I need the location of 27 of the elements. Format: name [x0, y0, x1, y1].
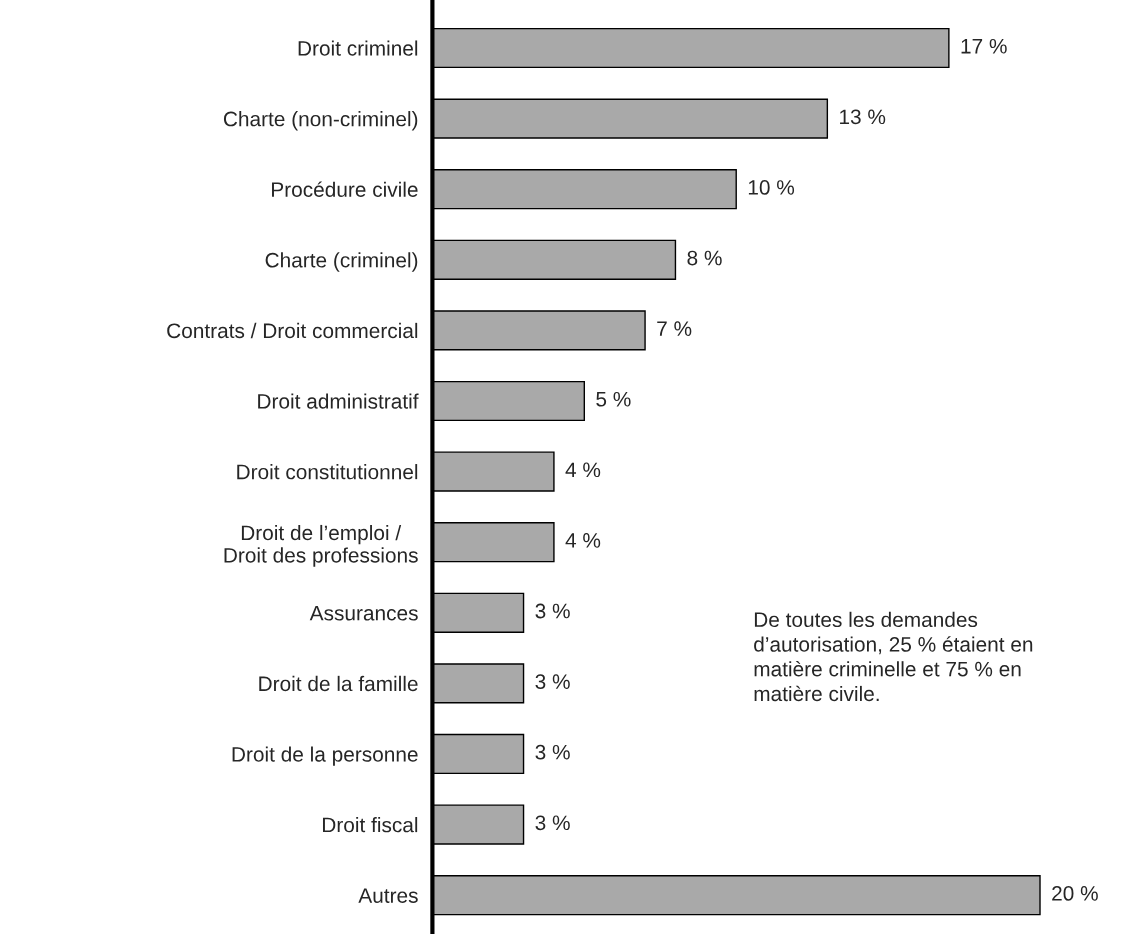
y-tick-label: Autres: [358, 888, 418, 903]
data-label: 7 %: [657, 321, 692, 336]
data-label: 4 %: [565, 533, 601, 548]
y-tick-label: Droit constitutionnel: [237, 464, 418, 480]
data-label: 20 %: [1052, 886, 1098, 901]
data-label: 3 %: [535, 744, 570, 760]
data-label: 3 %: [535, 674, 570, 689]
data-label: 3 %: [535, 815, 570, 831]
y-tick-label: Droit de la personne: [232, 746, 418, 766]
annotation: De toutes les demandes d’autorisation, 25 % étaient en matière criminelle et 75 % en matière civile.: [754, 611, 1033, 702]
y-tick-label: Assurances: [309, 606, 418, 621]
y-tick-label: Charte (criminel): [265, 252, 418, 272]
data-label: 17 %: [961, 38, 1007, 54]
data-label: 8 %: [687, 250, 722, 266]
data-label: 5 %: [596, 391, 631, 407]
y-tick-label: Droit administratif: [258, 393, 419, 409]
data-label: 13 %: [840, 109, 886, 125]
data-label: 4 %: [565, 462, 601, 478]
y-tick-label: Procédure civile: [272, 181, 418, 197]
y-tick-label: Droit de l’emploi / Droit des professions: [224, 524, 418, 567]
y-tick-label: Droit criminel: [298, 40, 418, 56]
y-tick-label: Droit de la famille: [259, 675, 418, 692]
data-label: 3 %: [535, 603, 570, 619]
data-label: 10 %: [748, 180, 795, 195]
y-tick-label: Charte (non-criminel): [223, 111, 418, 131]
y-tick-label: Contrats / Droit commercial: [167, 322, 418, 339]
y-tick-label: Droit fiscal: [322, 817, 418, 833]
